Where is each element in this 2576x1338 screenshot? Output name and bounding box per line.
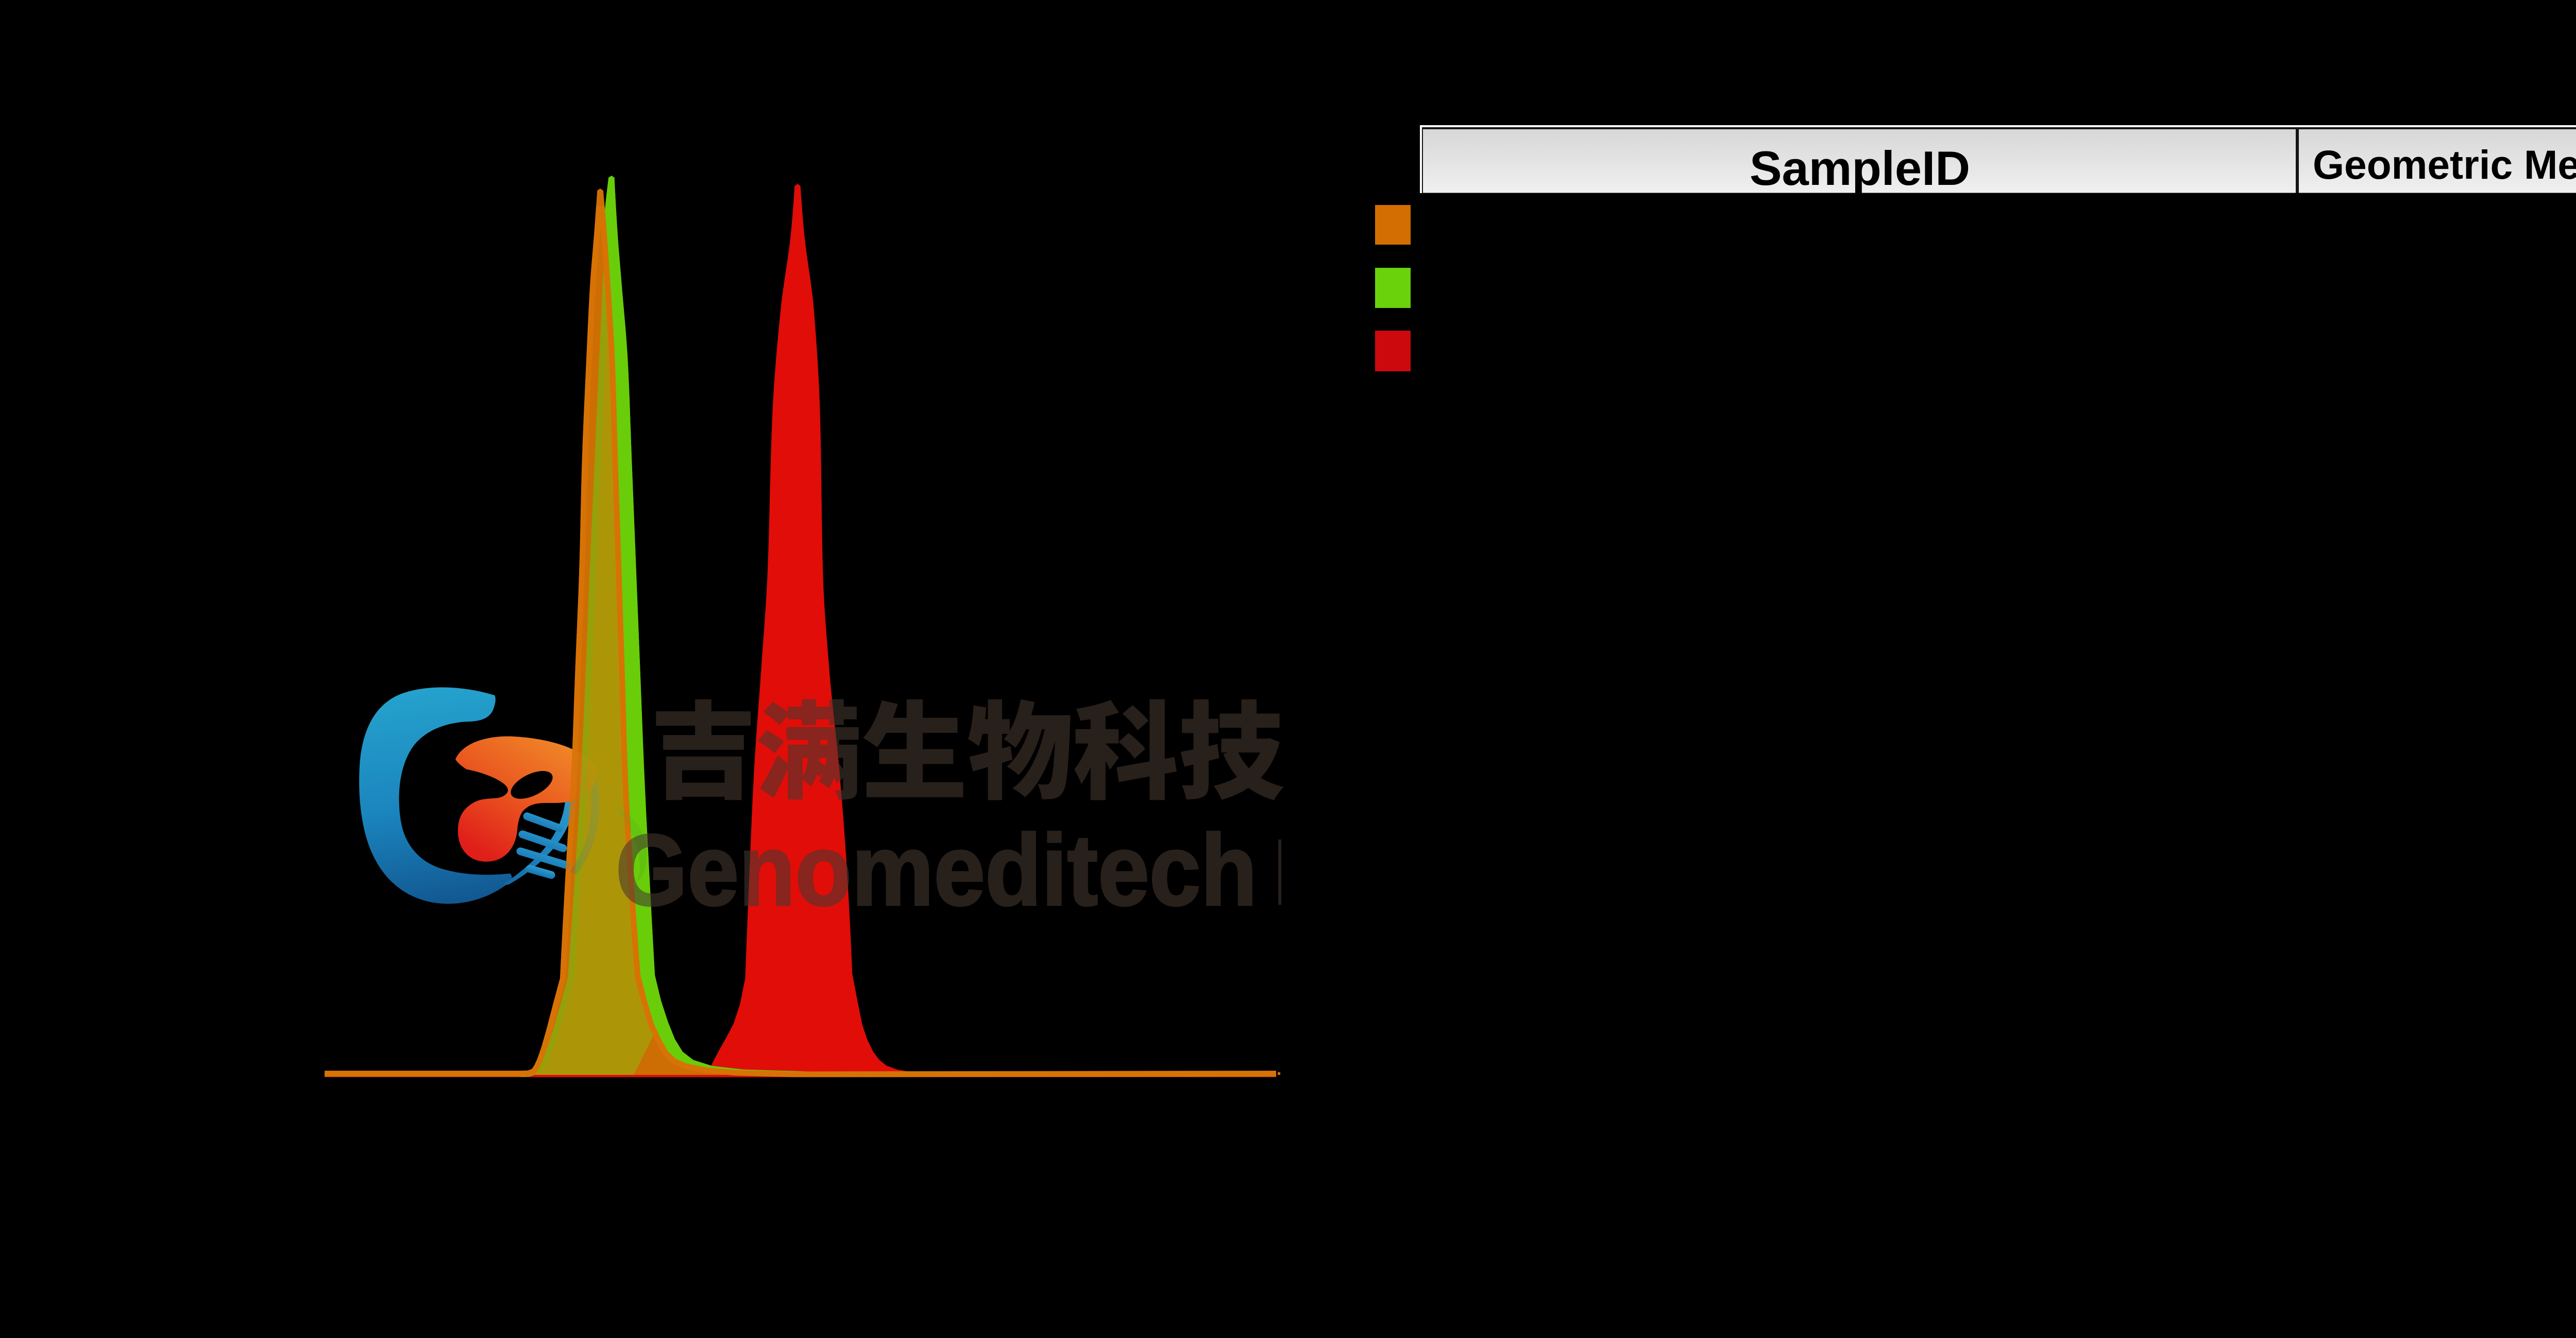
svg-text:Genomeditech: Genomeditech (616, 814, 1257, 927)
svg-text:SampleID: SampleID (1750, 141, 1970, 195)
svg-text:Geometric Mean : FL11-H: Geometric Mean : FL11-H (2313, 142, 2576, 187)
